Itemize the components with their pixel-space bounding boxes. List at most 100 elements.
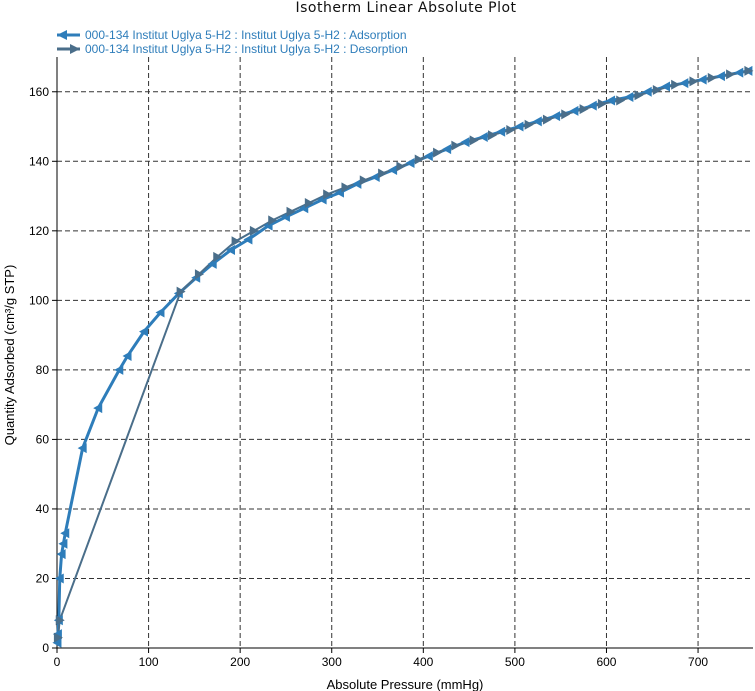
- data-point-adsorption: [679, 78, 689, 89]
- x-tick-label: 500: [505, 655, 525, 669]
- data-point-desorption: [689, 76, 699, 87]
- x-tick-label: 0: [54, 655, 61, 669]
- data-point-desorption: [469, 135, 479, 146]
- series-line-desorption: [56, 69, 749, 638]
- legend-item-adsorption: 000-134 Institut Uglya 5-H2 : Institut U…: [57, 28, 407, 42]
- x-tick-label: 100: [139, 655, 159, 669]
- chart-title: Isotherm Linear Absolute Plot: [295, 0, 516, 16]
- data-point-adsorption: [478, 131, 488, 142]
- y-tick-label: 120: [29, 224, 49, 238]
- data-point-desorption: [524, 119, 534, 130]
- data-point-adsorption: [54, 573, 64, 584]
- data-point-desorption: [634, 90, 644, 101]
- y-tick-label: 80: [36, 363, 50, 377]
- data-point-desorption: [707, 72, 717, 83]
- data-point-desorption: [744, 65, 754, 76]
- data-point-adsorption: [642, 86, 652, 97]
- data-point-adsorption: [58, 538, 68, 549]
- data-point-desorption: [671, 79, 681, 90]
- legend: 000-134 Institut Uglya 5-H2 : Institut U…: [57, 28, 408, 56]
- data-point-desorption: [506, 125, 516, 136]
- y-axis-label: Quantity Adsorbed (cm³/g STP): [2, 265, 17, 446]
- data-point-desorption: [268, 215, 278, 226]
- data-point-adsorption: [569, 105, 579, 116]
- data-point-adsorption: [370, 171, 380, 182]
- data-point-desorption: [561, 109, 571, 120]
- data-point-adsorption: [532, 116, 542, 127]
- x-tick-label: 700: [688, 655, 708, 669]
- legend-label-desorption: 000-134 Institut Uglya 5-H2 : Institut U…: [85, 42, 408, 56]
- data-point-desorption: [359, 175, 369, 186]
- data-point-adsorption: [661, 81, 670, 92]
- data-point-adsorption: [207, 258, 217, 269]
- data-point-adsorption: [423, 151, 433, 162]
- data-point-adsorption: [460, 137, 470, 148]
- data-point-desorption: [304, 198, 314, 209]
- data-point-desorption: [55, 615, 65, 626]
- x-axis-label: Absolute Pressure (mmHg): [327, 677, 484, 691]
- data-point-adsorption: [155, 307, 165, 318]
- tick-labels: 0 100 200 300 400 500 600 700 0 20 40 60 80 100 120 140…: [29, 85, 708, 669]
- data-point-desorption: [378, 168, 388, 179]
- data-point-adsorption: [388, 164, 398, 175]
- data-point-adsorption: [139, 326, 148, 337]
- data-point-desorption: [176, 286, 186, 297]
- data-point-adsorption: [405, 158, 415, 169]
- data-point-desorption: [433, 147, 443, 158]
- data-point-adsorption: [606, 95, 616, 106]
- data-point-desorption: [579, 104, 589, 115]
- data-point-desorption: [286, 206, 296, 217]
- data-point-desorption: [323, 189, 333, 200]
- data-point-adsorption: [697, 74, 707, 85]
- series-layer: [52, 65, 754, 648]
- data-point-desorption: [451, 140, 461, 151]
- x-tick-label: 400: [413, 655, 433, 669]
- axes: [52, 57, 753, 653]
- data-point-desorption: [652, 85, 662, 96]
- data-point-desorption: [414, 154, 424, 165]
- grid: [57, 57, 753, 648]
- legend-marker-adsorption: [57, 30, 67, 40]
- data-point-adsorption: [52, 637, 62, 648]
- data-point-desorption: [231, 236, 241, 247]
- y-tick-label: 20: [36, 571, 50, 585]
- y-tick-label: 40: [36, 502, 50, 516]
- data-point-desorption: [53, 632, 63, 643]
- y-tick-label: 140: [29, 154, 49, 168]
- data-point-adsorption: [734, 67, 744, 78]
- data-point-adsorption: [551, 111, 561, 122]
- data-point-adsorption: [60, 528, 70, 539]
- data-point-adsorption: [715, 71, 725, 82]
- legend-item-desorption: 000-134 Institut Uglya 5-H2 : Institut U…: [57, 42, 408, 56]
- x-tick-label: 200: [230, 655, 250, 669]
- legend-label-adsorption: 000-134 Institut Uglya 5-H2 : Institut U…: [85, 28, 407, 42]
- data-point-desorption: [249, 225, 259, 236]
- data-point-adsorption: [624, 91, 634, 102]
- series-line-adsorption: [55, 69, 749, 643]
- data-point-adsorption: [587, 100, 597, 111]
- data-point-desorption: [341, 182, 351, 193]
- data-point-desorption: [542, 114, 552, 125]
- y-tick-label: 160: [29, 85, 49, 99]
- y-tick-label: 60: [36, 432, 50, 446]
- data-point-adsorption: [514, 121, 524, 132]
- data-point-adsorption: [226, 244, 235, 255]
- y-tick-label: 0: [42, 641, 49, 655]
- data-point-desorption: [213, 251, 223, 262]
- data-point-adsorption: [442, 144, 452, 155]
- data-point-adsorption: [77, 443, 87, 454]
- data-point-desorption: [597, 98, 607, 109]
- data-point-adsorption: [114, 364, 124, 375]
- data-point-adsorption: [243, 234, 253, 245]
- data-point-adsorption: [352, 178, 362, 189]
- data-point-desorption: [488, 130, 497, 141]
- data-point-adsorption: [122, 350, 132, 361]
- data-point-desorption: [726, 69, 736, 80]
- data-point-desorption: [616, 95, 626, 106]
- x-tick-label: 600: [596, 655, 616, 669]
- legend-marker-desorption: [70, 44, 80, 54]
- x-tick-label: 300: [322, 655, 342, 669]
- data-point-adsorption: [56, 549, 66, 560]
- data-point-desorption: [396, 161, 406, 172]
